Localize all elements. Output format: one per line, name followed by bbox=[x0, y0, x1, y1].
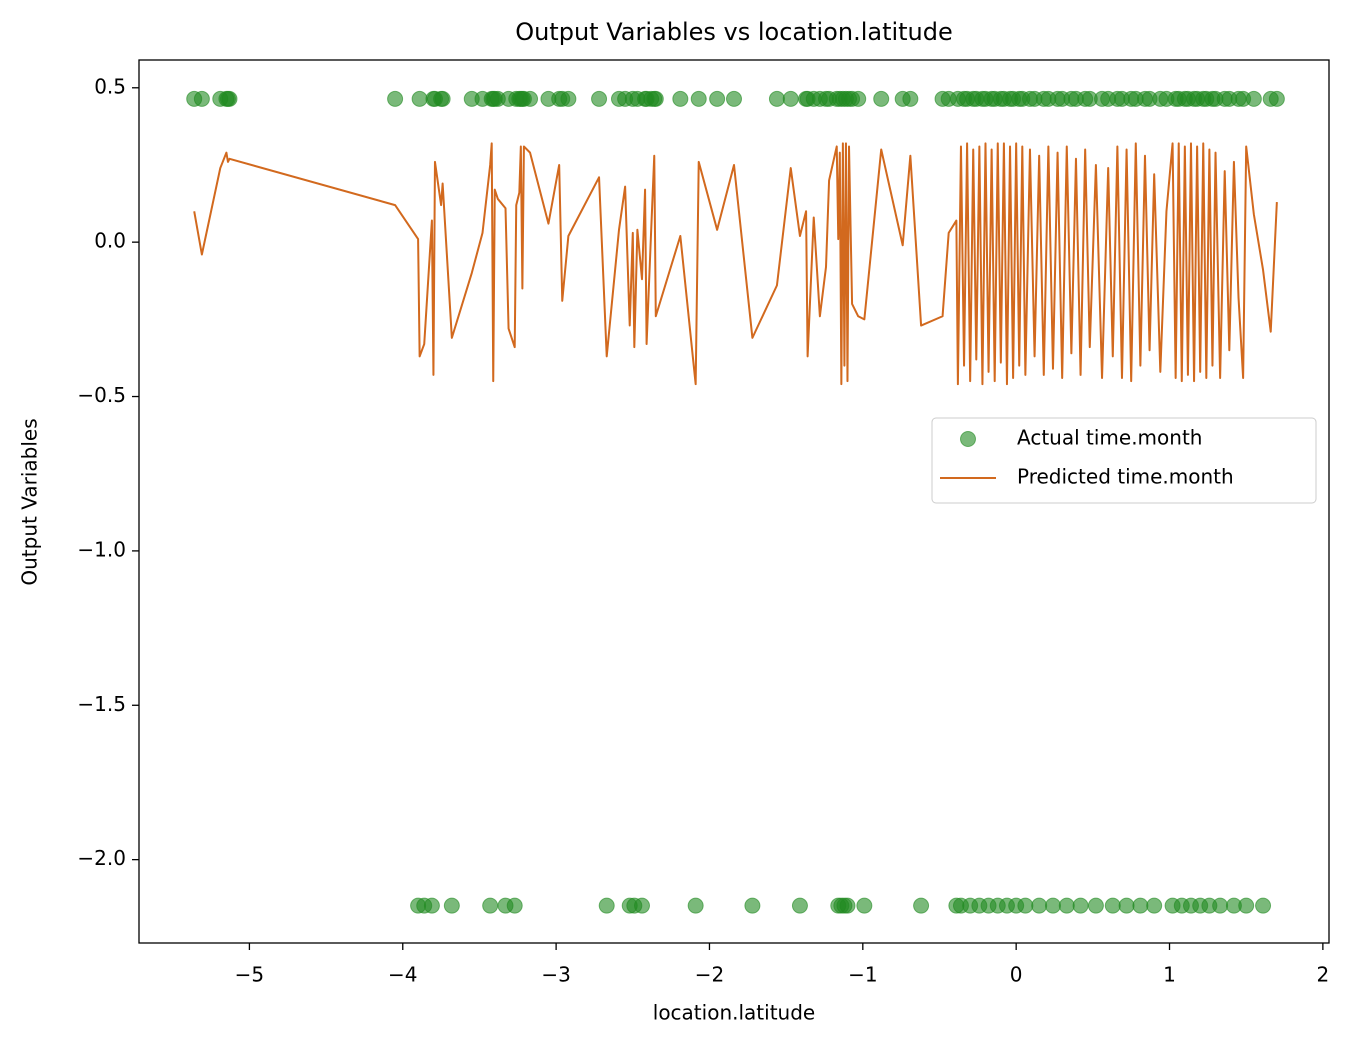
plot-frame bbox=[138, 59, 1330, 944]
data-point bbox=[647, 90, 664, 107]
data-point bbox=[672, 90, 689, 107]
data-point bbox=[1255, 897, 1272, 914]
data-point bbox=[506, 897, 523, 914]
y-tick-label: −0.5 bbox=[77, 383, 126, 407]
data-point bbox=[1017, 897, 1034, 914]
chart-title: Output Variables vs location.latitude bbox=[515, 18, 953, 46]
data-point bbox=[913, 897, 930, 914]
y-tick-label: 0.5 bbox=[94, 74, 126, 98]
data-point bbox=[598, 897, 615, 914]
legend-label: Actual time.month bbox=[1017, 426, 1202, 450]
data-point bbox=[839, 897, 856, 914]
data-point bbox=[902, 90, 919, 107]
data-point bbox=[1031, 897, 1048, 914]
y-tick-label: −1.5 bbox=[77, 692, 126, 716]
x-tick-label: 1 bbox=[1163, 963, 1176, 987]
data-point bbox=[522, 90, 539, 107]
y-tick-label: −1.0 bbox=[77, 537, 126, 561]
data-point bbox=[690, 90, 707, 107]
data-point bbox=[768, 90, 785, 107]
legend-box bbox=[931, 417, 1317, 504]
legend-marker bbox=[960, 431, 976, 447]
data-point bbox=[791, 897, 808, 914]
data-point bbox=[482, 897, 499, 914]
data-point bbox=[1072, 897, 1089, 914]
data-point bbox=[873, 90, 890, 107]
data-point bbox=[221, 90, 238, 107]
data-point bbox=[591, 90, 608, 107]
data-point bbox=[633, 897, 650, 914]
data-point bbox=[744, 897, 761, 914]
y-tick-label: 0.0 bbox=[94, 229, 126, 253]
data-point bbox=[193, 90, 210, 107]
data-point bbox=[423, 897, 440, 914]
data-point bbox=[782, 90, 799, 107]
x-tick-label: −3 bbox=[541, 963, 570, 987]
x-axis-label: location.latitude bbox=[653, 1001, 815, 1025]
x-tick-label: −5 bbox=[235, 963, 264, 987]
data-point bbox=[850, 90, 867, 107]
data-point bbox=[726, 90, 742, 107]
data-point bbox=[434, 90, 451, 107]
x-tick-label: 2 bbox=[1316, 963, 1329, 987]
x-tick-label: 0 bbox=[1010, 963, 1023, 987]
data-point bbox=[687, 897, 704, 914]
data-point bbox=[1104, 897, 1121, 914]
data-point bbox=[1238, 897, 1255, 914]
data-point bbox=[1087, 897, 1104, 914]
data-point bbox=[443, 897, 460, 914]
x-tick-label: −4 bbox=[388, 963, 417, 987]
data-point bbox=[1212, 897, 1229, 914]
data-point bbox=[1058, 897, 1075, 914]
y-axis-label: Output Variables bbox=[18, 418, 42, 585]
data-point bbox=[1118, 897, 1135, 914]
data-point bbox=[1146, 897, 1163, 914]
data-point bbox=[1132, 897, 1149, 914]
legend-label: Predicted time.month bbox=[1017, 465, 1234, 489]
data-point bbox=[1268, 90, 1285, 107]
data-point bbox=[560, 90, 577, 107]
x-tick-label: −2 bbox=[695, 963, 724, 987]
data-point bbox=[1245, 90, 1262, 107]
y-tick-label: −2.0 bbox=[77, 846, 126, 870]
data-point bbox=[709, 90, 726, 107]
data-point bbox=[1044, 897, 1061, 914]
prediction-line bbox=[193, 142, 1278, 386]
data-point bbox=[387, 90, 404, 107]
data-point bbox=[411, 90, 428, 107]
data-point bbox=[856, 897, 873, 914]
x-tick-label: −1 bbox=[848, 963, 877, 987]
